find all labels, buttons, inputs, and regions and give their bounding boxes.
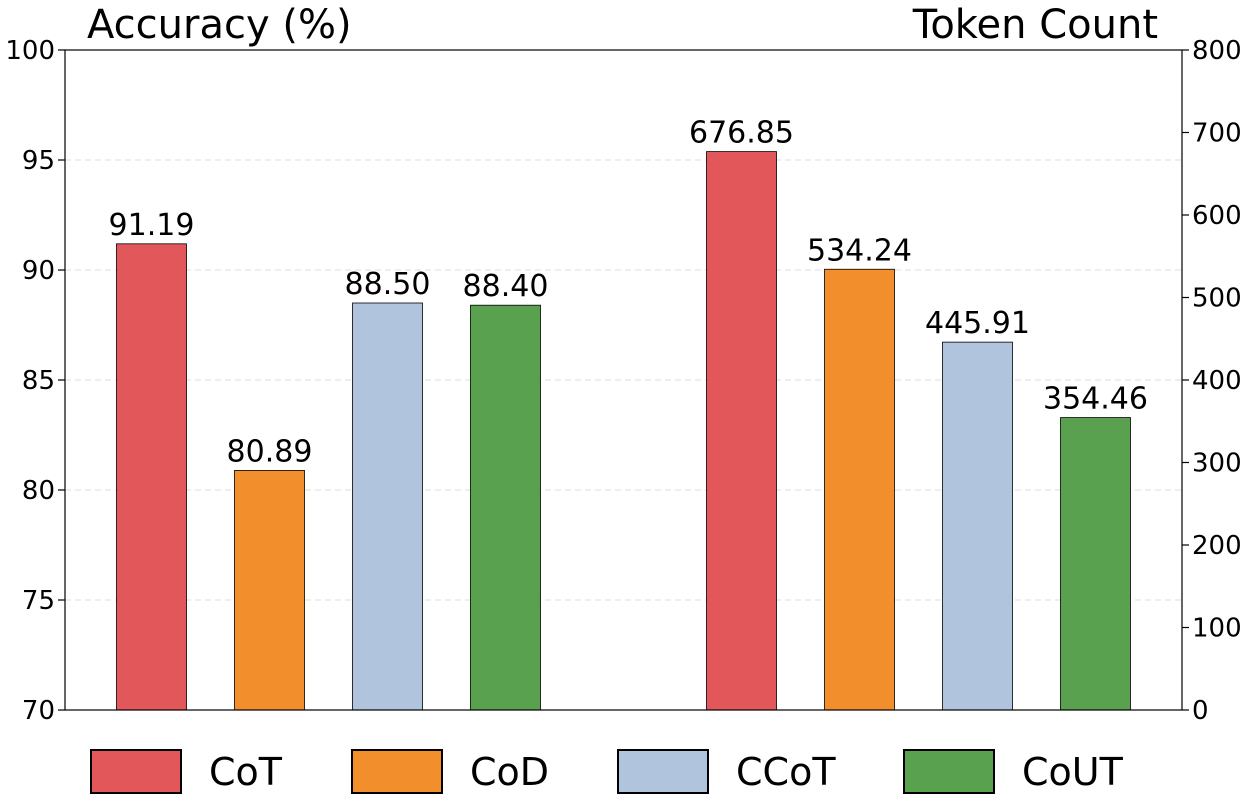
legend-swatch-cod [351,749,443,794]
left-tick-label: 75 [22,586,55,616]
token-bar-cot [706,151,777,711]
legend-swatch-cot [90,749,182,794]
right-tick-label: 800 [1192,36,1242,66]
accuracy-value-label: 88.40 [463,269,549,304]
data-labels: 91.19 80.89 88.50 88.40 676.85 534.24 445.91 35… [109,116,1148,470]
accuracy-value-label: 80.89 [227,434,313,469]
accuracy-bar-cout [470,304,541,711]
legend-swatch-cout [903,749,995,794]
plot-frame [64,49,1183,711]
left-tick-label: 95 [22,146,55,176]
bars [116,151,1131,711]
token-value-label: 445.91 [925,306,1030,341]
legend-swatch-ccot [617,749,709,794]
accuracy-bar-cot [116,243,187,711]
accuracy-value-label: 91.19 [109,208,195,243]
left-axis-title: Accuracy (%) [87,2,352,48]
left-axis: 70 75 80 85 90 95 100 [5,36,65,726]
token-bar-ccot [942,341,1013,711]
token-bar-cod [824,268,895,711]
legend-label-cod: CoD [470,750,549,794]
right-tick-label: 500 [1192,284,1242,314]
right-tick-label: 0 [1192,696,1209,726]
right-tick-label: 200 [1192,531,1242,561]
right-tick-label: 300 [1192,449,1242,479]
right-tick-label: 600 [1192,201,1242,231]
right-tick-label: 100 [1192,614,1242,644]
legend: CoT CoD CCoT CoUT [90,749,1124,794]
accuracy-value-label: 88.50 [345,267,431,302]
token-value-label: 354.46 [1043,382,1148,417]
left-tick-label: 85 [22,366,55,396]
left-tick-label: 90 [22,256,55,286]
legend-label-ccot: CCoT [736,750,836,794]
right-tick-label: 400 [1192,366,1242,396]
left-tick-label: 80 [22,476,55,506]
token-value-label: 534.24 [807,233,912,268]
token-value-label: 676.85 [689,116,794,151]
left-tick-label: 100 [5,36,55,66]
right-axis: 0 100 200 300 400 500 600 700 800 [1182,36,1242,726]
accuracy-bar-ccot [352,302,423,711]
legend-label-cot: CoT [209,750,283,794]
grid-lines [65,159,1182,601]
legend-label-cout: CoUT [1022,750,1124,794]
right-axis-title: Token Count [912,2,1158,48]
right-tick-label: 700 [1192,119,1242,149]
token-bar-cout [1060,417,1131,711]
left-tick-label: 70 [22,696,55,726]
accuracy-bar-cod [234,470,305,711]
